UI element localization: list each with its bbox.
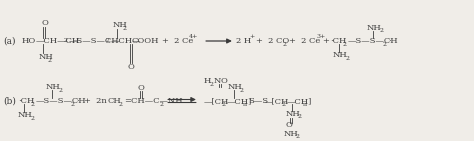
Text: 2: 2 bbox=[296, 135, 300, 139]
Text: 2: 2 bbox=[240, 88, 244, 92]
Text: 3+: 3+ bbox=[316, 34, 325, 38]
Text: NH: NH bbox=[284, 130, 299, 138]
Text: —S—S—CH: —S—S—CH bbox=[348, 37, 399, 45]
Text: —[CH: —[CH bbox=[264, 97, 289, 105]
Text: NH: NH bbox=[18, 111, 33, 119]
Text: 2: 2 bbox=[31, 115, 35, 121]
Text: 2: 2 bbox=[210, 81, 214, 86]
Text: H: H bbox=[204, 77, 211, 85]
Text: 2: 2 bbox=[64, 38, 68, 42]
Text: +: + bbox=[322, 37, 329, 45]
Text: +  2 Ce: + 2 Ce bbox=[289, 37, 320, 45]
Text: =CH—C—NH: =CH—C—NH bbox=[124, 97, 182, 105]
Text: NH: NH bbox=[113, 21, 128, 29]
Text: 2 H: 2 H bbox=[236, 37, 251, 45]
Text: HO: HO bbox=[22, 37, 36, 45]
Text: 2: 2 bbox=[106, 38, 110, 42]
Text: S—S: S—S bbox=[248, 97, 268, 105]
Text: 2: 2 bbox=[71, 102, 75, 106]
Text: —[CH: —[CH bbox=[204, 97, 229, 105]
Text: —CH—CH: —CH—CH bbox=[36, 37, 80, 45]
Text: 2: 2 bbox=[59, 88, 63, 92]
Text: O: O bbox=[286, 121, 293, 129]
Text: CH: CH bbox=[108, 97, 122, 105]
Text: O: O bbox=[138, 84, 145, 92]
Text: n: n bbox=[243, 102, 247, 106]
Text: 2: 2 bbox=[160, 102, 164, 106]
Text: NH: NH bbox=[46, 83, 61, 91]
Text: 2: 2 bbox=[123, 26, 127, 30]
Text: 2: 2 bbox=[380, 28, 384, 34]
Text: 2: 2 bbox=[222, 102, 226, 106]
Text: 2: 2 bbox=[48, 58, 52, 62]
Text: 2: 2 bbox=[346, 56, 350, 60]
Text: COOH: COOH bbox=[132, 37, 159, 45]
Text: ·: · bbox=[76, 97, 79, 105]
Text: —CH]: —CH] bbox=[287, 97, 312, 105]
Text: O: O bbox=[221, 77, 228, 85]
Text: NH: NH bbox=[367, 24, 382, 32]
Text: +  2 CO: + 2 CO bbox=[256, 37, 289, 45]
Text: —CH]: —CH] bbox=[227, 97, 252, 105]
Text: (a): (a) bbox=[3, 37, 16, 46]
Text: 4+: 4+ bbox=[189, 34, 199, 38]
Text: +  2n: + 2n bbox=[84, 97, 107, 105]
Text: 2: 2 bbox=[282, 102, 286, 106]
Text: (b): (b) bbox=[3, 96, 16, 105]
Text: N: N bbox=[214, 77, 221, 85]
Text: n: n bbox=[303, 102, 307, 106]
Text: 2: 2 bbox=[283, 41, 287, 47]
Text: NH: NH bbox=[286, 110, 301, 118]
Text: 2: 2 bbox=[298, 114, 302, 120]
Text: +  2 Ce: + 2 Ce bbox=[162, 37, 193, 45]
Text: —S—S—CH: —S—S—CH bbox=[69, 37, 119, 45]
Text: O: O bbox=[128, 63, 135, 71]
Text: ·CH: ·CH bbox=[18, 97, 35, 105]
Text: —CH—: —CH— bbox=[111, 37, 142, 45]
Text: 2: 2 bbox=[119, 102, 123, 106]
Text: O: O bbox=[41, 19, 48, 27]
Text: +: + bbox=[249, 34, 254, 38]
Text: ·: · bbox=[388, 37, 391, 45]
Text: 2: 2 bbox=[31, 102, 35, 106]
Text: ·CH: ·CH bbox=[330, 37, 346, 45]
Text: NH: NH bbox=[228, 83, 243, 91]
Text: NH: NH bbox=[39, 53, 54, 61]
Text: —S—S—CH: —S—S—CH bbox=[36, 97, 87, 105]
Text: 2: 2 bbox=[343, 41, 347, 47]
Text: 2: 2 bbox=[383, 41, 387, 47]
Text: NH: NH bbox=[333, 51, 348, 59]
